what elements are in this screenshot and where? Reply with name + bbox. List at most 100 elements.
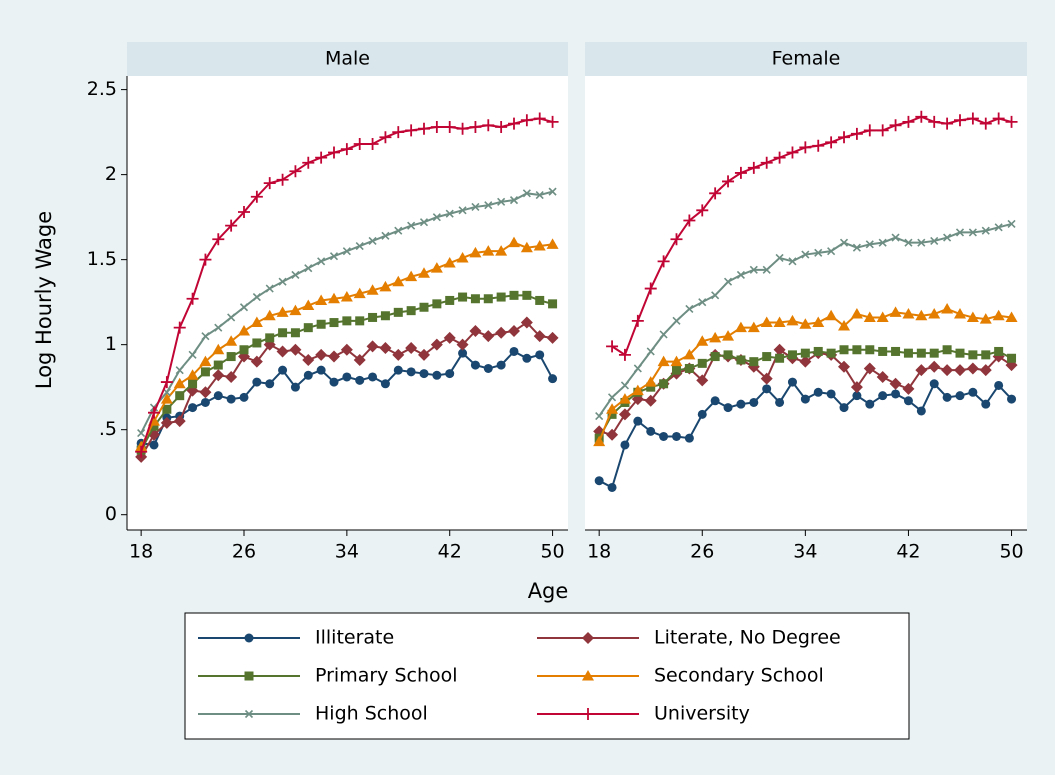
marker [850, 127, 863, 140]
marker [813, 387, 823, 397]
marker [290, 328, 300, 338]
marker [495, 245, 508, 256]
marker [966, 311, 979, 322]
marker [618, 348, 631, 361]
marker [850, 308, 863, 319]
marker [863, 311, 876, 322]
marker [392, 126, 405, 139]
marker [953, 114, 966, 127]
marker [876, 311, 889, 322]
marker [188, 379, 198, 389]
marker [747, 321, 760, 333]
marker [522, 353, 532, 363]
marker [595, 412, 604, 421]
marker [942, 345, 952, 355]
marker [340, 143, 353, 156]
x-tick-label: 42 [896, 541, 920, 563]
marker [775, 353, 785, 363]
marker [786, 146, 799, 159]
marker [800, 348, 810, 358]
marker [199, 386, 212, 399]
marker [406, 306, 416, 316]
marker [265, 379, 275, 389]
marker [394, 226, 403, 235]
marker [508, 117, 520, 130]
marker [915, 309, 928, 321]
marker [916, 406, 926, 416]
series [595, 219, 1016, 421]
marker [839, 238, 849, 247]
marker [432, 299, 442, 309]
marker [289, 165, 302, 178]
marker [445, 369, 455, 379]
marker [620, 440, 630, 450]
marker [786, 314, 799, 326]
marker [968, 387, 978, 397]
marker [646, 426, 656, 436]
marker [762, 384, 772, 394]
legend-marker [244, 671, 254, 681]
marker [366, 138, 379, 151]
marker [199, 253, 212, 266]
marker [276, 345, 289, 358]
marker [889, 377, 902, 390]
marker [722, 175, 735, 188]
marker [593, 435, 606, 447]
marker [225, 370, 238, 383]
marker [710, 352, 720, 362]
marker [188, 350, 197, 359]
marker [214, 323, 223, 332]
panel-title: Male [325, 48, 370, 70]
marker [696, 335, 709, 346]
marker [160, 393, 173, 404]
marker [443, 257, 456, 268]
marker [509, 346, 519, 356]
series [135, 112, 559, 458]
marker [606, 428, 619, 441]
marker [749, 357, 759, 367]
marker [304, 264, 313, 273]
marker [508, 325, 520, 338]
marker [469, 121, 482, 134]
marker [916, 348, 926, 358]
marker [276, 173, 289, 186]
x-tick-label: 34 [335, 541, 359, 563]
marker [188, 403, 198, 413]
marker [876, 124, 889, 137]
x-axis-title: Age [528, 579, 569, 603]
marker [162, 404, 172, 414]
y-tick-label: 0 [105, 503, 117, 525]
marker [407, 221, 416, 230]
marker [456, 251, 469, 263]
marker [482, 119, 495, 132]
marker [418, 122, 430, 135]
series [606, 110, 1018, 361]
marker [813, 346, 823, 356]
marker [736, 355, 746, 365]
marker [392, 275, 405, 287]
marker [355, 375, 365, 385]
marker [329, 377, 339, 387]
series [135, 316, 559, 463]
marker [250, 190, 263, 203]
marker [495, 121, 508, 134]
marker [760, 372, 773, 385]
marker [471, 202, 480, 211]
marker [430, 121, 443, 134]
marker [149, 421, 159, 431]
marker [149, 440, 159, 450]
marker [522, 189, 531, 198]
marker [379, 280, 392, 292]
series [137, 187, 557, 438]
marker [353, 287, 366, 299]
marker [380, 379, 390, 389]
marker [646, 347, 655, 356]
marker [418, 348, 430, 361]
y-tick-label: 1.5 [87, 248, 117, 270]
marker [606, 403, 619, 414]
marker [773, 343, 786, 356]
marker [213, 360, 223, 370]
x-tick-label: 26 [690, 541, 714, 563]
marker [432, 213, 441, 222]
